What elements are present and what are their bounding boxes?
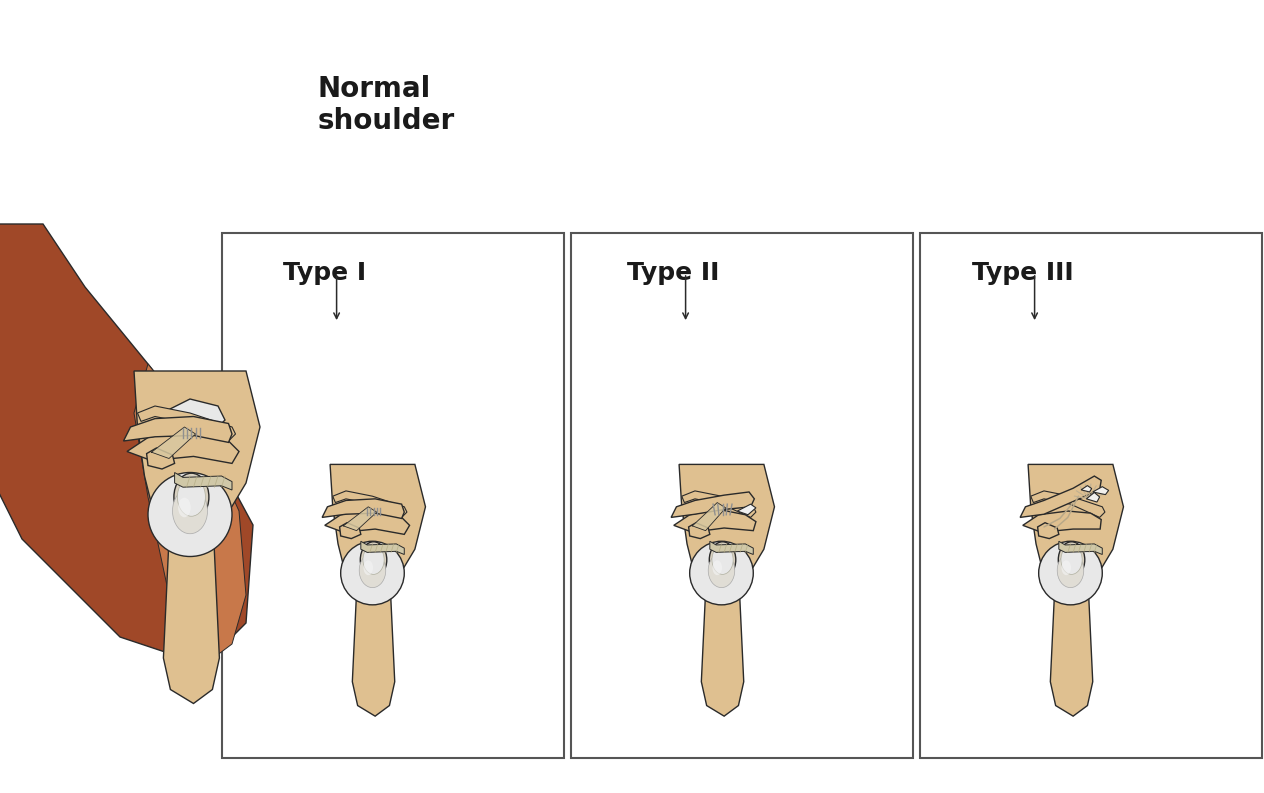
- Text: Normal
shoulder: Normal shoulder: [319, 75, 455, 136]
- Polygon shape: [671, 492, 755, 517]
- Ellipse shape: [172, 488, 207, 534]
- Text: Type II: Type II: [627, 261, 719, 285]
- Ellipse shape: [1060, 546, 1082, 574]
- Ellipse shape: [1062, 561, 1071, 575]
- Polygon shape: [710, 542, 753, 554]
- Polygon shape: [737, 504, 756, 515]
- Polygon shape: [702, 592, 743, 716]
- Polygon shape: [152, 427, 196, 458]
- Polygon shape: [322, 499, 404, 519]
- Polygon shape: [138, 406, 235, 441]
- Ellipse shape: [359, 554, 386, 588]
- Polygon shape: [124, 416, 233, 442]
- Polygon shape: [693, 503, 726, 531]
- Circle shape: [148, 473, 233, 557]
- Polygon shape: [134, 364, 246, 665]
- Circle shape: [690, 542, 753, 605]
- Polygon shape: [1038, 523, 1059, 538]
- Ellipse shape: [1058, 542, 1085, 578]
- Polygon shape: [134, 371, 260, 528]
- Polygon shape: [1023, 511, 1101, 532]
- Polygon shape: [330, 465, 426, 584]
- Polygon shape: [325, 509, 410, 534]
- Polygon shape: [1020, 476, 1101, 517]
- Ellipse shape: [708, 554, 734, 588]
- Bar: [920, 233, 1261, 758]
- Polygon shape: [147, 448, 174, 469]
- Polygon shape: [1030, 491, 1105, 517]
- Text: Type I: Type I: [283, 261, 367, 285]
- Ellipse shape: [177, 477, 205, 516]
- Polygon shape: [1093, 487, 1109, 495]
- Polygon shape: [340, 523, 360, 538]
- Ellipse shape: [364, 561, 373, 575]
- Polygon shape: [344, 507, 377, 531]
- Polygon shape: [674, 509, 756, 532]
- Polygon shape: [0, 224, 253, 665]
- Ellipse shape: [712, 546, 733, 574]
- Polygon shape: [126, 431, 239, 463]
- Circle shape: [341, 542, 404, 605]
- Polygon shape: [360, 542, 404, 554]
- Polygon shape: [163, 539, 220, 703]
- Text: Type III: Type III: [972, 261, 1073, 285]
- Bar: [222, 233, 564, 758]
- Polygon shape: [1050, 592, 1093, 716]
- Polygon shape: [332, 491, 407, 517]
- Ellipse shape: [709, 542, 736, 578]
- Polygon shape: [1028, 465, 1124, 584]
- Ellipse shape: [713, 561, 722, 575]
- Polygon shape: [681, 491, 756, 517]
- Polygon shape: [679, 465, 775, 584]
- Ellipse shape: [360, 542, 387, 578]
- Circle shape: [1039, 542, 1102, 605]
- Polygon shape: [689, 523, 710, 538]
- Polygon shape: [162, 399, 225, 434]
- Bar: [571, 233, 913, 758]
- Ellipse shape: [1057, 554, 1083, 588]
- Polygon shape: [353, 592, 394, 716]
- Ellipse shape: [363, 546, 384, 574]
- Polygon shape: [1086, 492, 1100, 502]
- Polygon shape: [1081, 485, 1092, 492]
- Ellipse shape: [178, 498, 191, 517]
- Ellipse shape: [174, 473, 209, 521]
- Polygon shape: [1059, 542, 1102, 554]
- Polygon shape: [174, 473, 233, 490]
